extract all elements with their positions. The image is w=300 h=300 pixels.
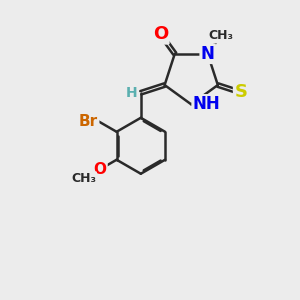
Text: Br: Br	[79, 114, 98, 129]
Text: H: H	[126, 86, 137, 100]
Text: CH₃: CH₃	[208, 29, 233, 42]
Text: O: O	[153, 25, 168, 43]
Text: CH₃: CH₃	[71, 172, 96, 185]
Text: N: N	[201, 45, 214, 63]
Text: S: S	[234, 83, 247, 101]
Text: O: O	[94, 162, 106, 177]
Text: NH: NH	[193, 95, 220, 113]
